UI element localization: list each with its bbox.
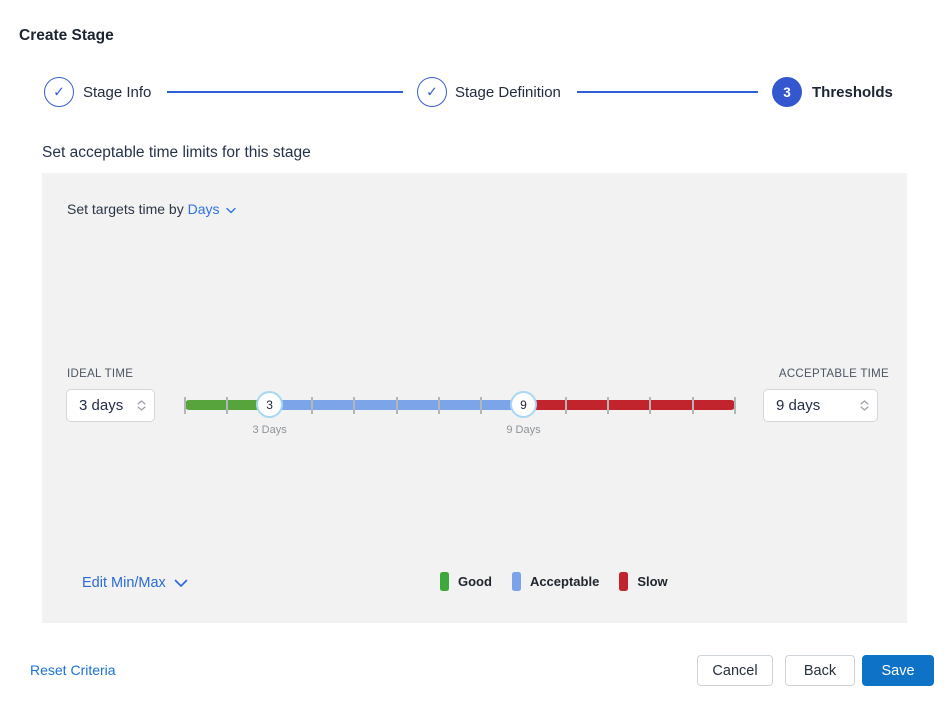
acceptable-slider-handle[interactable]: 9 [509, 391, 537, 418]
acceptable-time-stepper[interactable] [860, 400, 869, 411]
step-3-number: 3 [783, 84, 791, 100]
legend-label-good: Good [458, 574, 492, 589]
acceptable-time-input[interactable]: 9 days [763, 389, 878, 422]
acceptable-time-value: 9 days [776, 397, 821, 414]
stepper-up-icon[interactable] [137, 400, 146, 405]
stepper-up-icon[interactable] [860, 400, 869, 405]
step-1-indicator[interactable]: ✓ [44, 77, 74, 107]
targets-prefix: Set targets time by [67, 201, 184, 217]
check-icon: ✓ [53, 83, 65, 99]
ideal-handle-label: 3 Days [252, 424, 287, 436]
slider-tick [437, 396, 440, 414]
ideal-slider-handle[interactable]: 3 [256, 391, 284, 418]
step-2-indicator[interactable]: ✓ [417, 77, 447, 107]
legend-label-acceptable: Acceptable [529, 574, 600, 589]
check-icon: ✓ [426, 83, 438, 99]
step-3-indicator[interactable]: 3 [772, 77, 802, 107]
save-button[interactable]: Save [862, 655, 934, 686]
ideal-time-value: 3 days [79, 397, 124, 414]
page-title: Create Stage [19, 27, 114, 44]
unit-dropdown[interactable]: Days [188, 201, 237, 217]
slider-tick [480, 396, 483, 414]
ideal-handle-value: 3 [266, 397, 273, 412]
section-heading: Set acceptable time limits for this stag… [42, 144, 311, 161]
edit-minmax-toggle[interactable]: Edit Min/Max [82, 575, 188, 591]
thresholds-panel: Set targets time by Days IDEAL TIME 3 da… [42, 173, 907, 623]
legend-label-slow: Slow [637, 574, 668, 589]
step-connector-1 [167, 91, 403, 93]
slider-tick [226, 396, 229, 414]
slider-tick [691, 396, 694, 414]
slider-tick [734, 396, 736, 414]
cancel-button[interactable]: Cancel [697, 655, 773, 686]
chevron-down-icon [174, 579, 188, 587]
legend-item-slow: Slow [619, 572, 668, 591]
step-1-label: Stage Info [83, 84, 152, 101]
unit-dropdown-value: Days [187, 201, 220, 217]
stepper-down-icon[interactable] [860, 406, 869, 411]
slider-tick [184, 396, 186, 414]
step-connector-2 [577, 91, 758, 93]
step-3-label: Thresholds [812, 84, 893, 101]
slider-tick [353, 396, 356, 414]
stepper-down-icon[interactable] [137, 406, 146, 411]
slider-tick [395, 396, 398, 414]
acceptable-swatch [511, 572, 521, 591]
slider-tick [649, 396, 652, 414]
legend: Good Acceptable Slow [440, 572, 688, 591]
slider-tick [310, 396, 313, 414]
reset-criteria-link[interactable]: Reset Criteria [30, 662, 116, 678]
legend-item-acceptable: Acceptable [511, 572, 600, 591]
targets-row: Set targets time by Days [67, 201, 237, 217]
acceptable-handle-label: 9 Days [506, 424, 541, 436]
good-swatch [440, 572, 449, 591]
threshold-slider-track[interactable]: 3 3 Days 9 9 Days [184, 391, 736, 436]
step-2-label: Stage Definition [455, 84, 561, 101]
slider-tick [564, 396, 567, 414]
ideal-time-input[interactable]: 3 days [66, 389, 155, 422]
ideal-time-stepper[interactable] [137, 400, 146, 411]
legend-item-good: Good [440, 572, 492, 591]
slider-segment-slow [523, 400, 735, 410]
ideal-time-label: IDEAL TIME [67, 368, 134, 380]
acceptable-handle-value: 9 [520, 397, 527, 412]
edit-minmax-label: Edit Min/Max [82, 575, 166, 591]
slow-swatch [619, 572, 629, 591]
chevron-down-icon [226, 207, 237, 213]
slider-tick [607, 396, 610, 414]
back-button[interactable]: Back [785, 655, 855, 686]
acceptable-time-label: ACCEPTABLE TIME [778, 368, 889, 380]
